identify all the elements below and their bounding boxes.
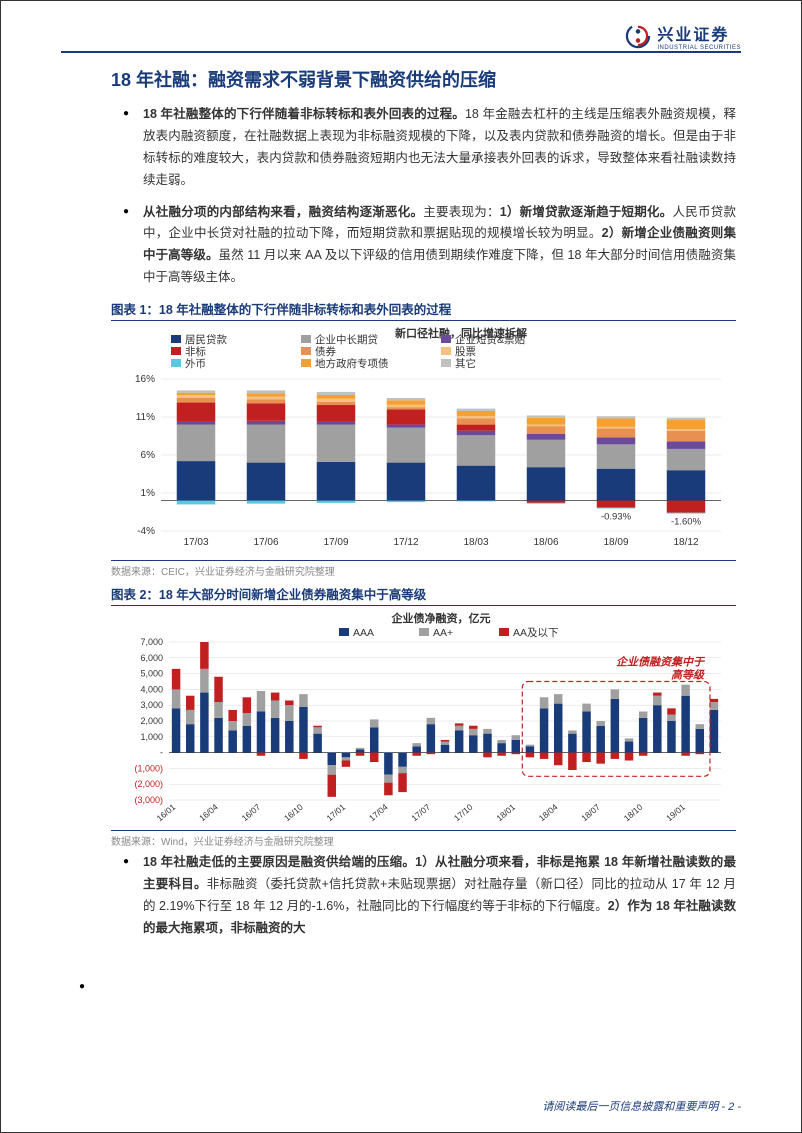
svg-text:股票: 股票 <box>455 346 476 358</box>
svg-text:17/04: 17/04 <box>367 802 390 824</box>
main-content: 18 年社融：融资需求不弱背景下融资供给的压缩 18 年社融整体的下行伴随着非标… <box>111 66 736 950</box>
svg-text:居民贷款: 居民贷款 <box>185 333 227 346</box>
title-rest: 融资需求不弱背景下融资供给的压缩 <box>208 70 496 90</box>
svg-text:企业中长期贷: 企业中长期贷 <box>315 333 378 346</box>
svg-text:19/01: 19/01 <box>664 802 687 824</box>
svg-text:16/07: 16/07 <box>240 802 263 824</box>
svg-text:债券: 债券 <box>315 345 336 358</box>
svg-text:高等级: 高等级 <box>671 669 705 682</box>
svg-text:7,000: 7,000 <box>140 637 163 647</box>
svg-text:-4%: -4% <box>137 526 155 537</box>
bullet-paragraph: 18 年社融走低的主要原因是融资供给端的压缩。1）从社融分项来看，非标是拖累 1… <box>143 852 736 940</box>
svg-text:3,000: 3,000 <box>140 700 163 710</box>
chart1-caption: 图表 1：18 年社融整体的下行伴随非标转标和表外回表的过程 <box>111 299 736 321</box>
svg-text:非标: 非标 <box>185 346 206 358</box>
chart1-source: 数据来源：CEIC，兴业证券经济与金融研究院整理 <box>111 560 736 578</box>
company-logo: 兴业证券 INDUSTRIAL SECURITIES <box>625 21 741 51</box>
svg-text:6%: 6% <box>141 450 156 461</box>
svg-text:4,000: 4,000 <box>140 684 163 694</box>
svg-text:AA及以下: AA及以下 <box>513 627 559 639</box>
svg-text:(1,000): (1,000) <box>134 763 163 773</box>
svg-text:AA+: AA+ <box>433 627 453 639</box>
svg-text:1,000: 1,000 <box>140 732 163 742</box>
chart2-caption: 图表 2：18 年大部分时间新增企业债券融资集中于高等级 <box>111 584 736 606</box>
svg-text:17/01: 17/01 <box>324 802 347 824</box>
chart1-area: 新口径社融，同比增速拆解居民贷款企业中长期贷企业短贷&票贴非标债券股票外币地方政… <box>111 325 736 560</box>
page-footer: 请阅读最后一页信息披露和重要声明 - 2 - <box>542 1098 741 1114</box>
svg-text:18/01: 18/01 <box>494 802 517 824</box>
svg-text:17/12: 17/12 <box>393 537 418 548</box>
svg-text:2,000: 2,000 <box>140 716 163 726</box>
svg-text:地方政府专项债: 地方政府专项债 <box>315 357 389 370</box>
chart2-source: 数据来源：Wind，兴业证券经济与金融研究院整理 <box>111 830 736 848</box>
header-rule <box>61 51 741 53</box>
svg-text:-: - <box>160 748 163 758</box>
svg-text:18/03: 18/03 <box>463 537 488 548</box>
svg-text:17/09: 17/09 <box>323 537 348 548</box>
svg-text:17/10: 17/10 <box>452 802 475 824</box>
logo-text-en: INDUSTRIAL SECURITIES <box>657 45 741 51</box>
svg-text:18/06: 18/06 <box>533 537 558 548</box>
svg-text:-0.93%: -0.93% <box>601 511 632 522</box>
svg-text:外币: 外币 <box>185 358 206 370</box>
margin-bullet: ● <box>79 981 85 992</box>
svg-text:18/04: 18/04 <box>537 802 560 824</box>
svg-text:17/03: 17/03 <box>183 537 208 548</box>
bullet-paragraph: 从社融分项的内部结构来看，融资结构逐渐恶化。主要表现为：1）新增贷款逐渐趋于短期… <box>143 202 736 290</box>
svg-text:18/12: 18/12 <box>673 537 698 548</box>
logo-swirl-icon <box>625 23 651 49</box>
svg-text:企业债净融资，亿元: 企业债净融资，亿元 <box>391 611 491 625</box>
svg-text:其它: 其它 <box>455 357 476 370</box>
svg-text:17/07: 17/07 <box>409 802 432 824</box>
svg-text:(3,000): (3,000) <box>134 795 163 805</box>
logo-text-cn: 兴业证券 <box>657 21 741 45</box>
svg-text:-1.60%: -1.60% <box>671 517 702 528</box>
svg-text:17/06: 17/06 <box>253 537 278 548</box>
section-title: 18 年社融：融资需求不弱背景下融资供给的压缩 <box>111 66 736 92</box>
chart2-area: 企业债净融资，亿元 AAA AA+ AA及以下 (3,000) (2,000) (1,000… <box>111 610 736 830</box>
svg-text:5,000: 5,000 <box>140 669 163 679</box>
svg-text:18/07: 18/07 <box>579 802 602 824</box>
svg-text:16/04: 16/04 <box>197 802 220 824</box>
svg-text:16/10: 16/10 <box>282 802 305 824</box>
title-prefix: 18 年社融： <box>111 70 208 90</box>
svg-text:18/10: 18/10 <box>622 802 645 824</box>
svg-text:企业债融资集中于: 企业债融资集中于 <box>616 656 706 669</box>
svg-text:1%: 1% <box>141 488 156 499</box>
svg-text:11%: 11% <box>136 412 155 423</box>
bullet-paragraph: 18 年社融整体的下行伴随着非标转标和表外回表的过程。18 年金融去杠杆的主线是… <box>143 104 736 192</box>
svg-text:企业短贷&票贴: 企业短贷&票贴 <box>455 333 526 346</box>
svg-text:AAA: AAA <box>353 627 374 639</box>
svg-text:16%: 16% <box>135 374 155 385</box>
chart2-svg: 企业债净融资，亿元 AAA AA+ AA及以下 (3,000) (2,000) (1,000… <box>111 610 731 825</box>
svg-text:(2,000): (2,000) <box>134 779 163 789</box>
svg-text:6,000: 6,000 <box>140 653 163 663</box>
chart1-svg: 新口径社融，同比增速拆解居民贷款企业中长期贷企业短贷&票贴非标债券股票外币地方政… <box>111 325 731 555</box>
svg-text:18/09: 18/09 <box>603 537 628 548</box>
